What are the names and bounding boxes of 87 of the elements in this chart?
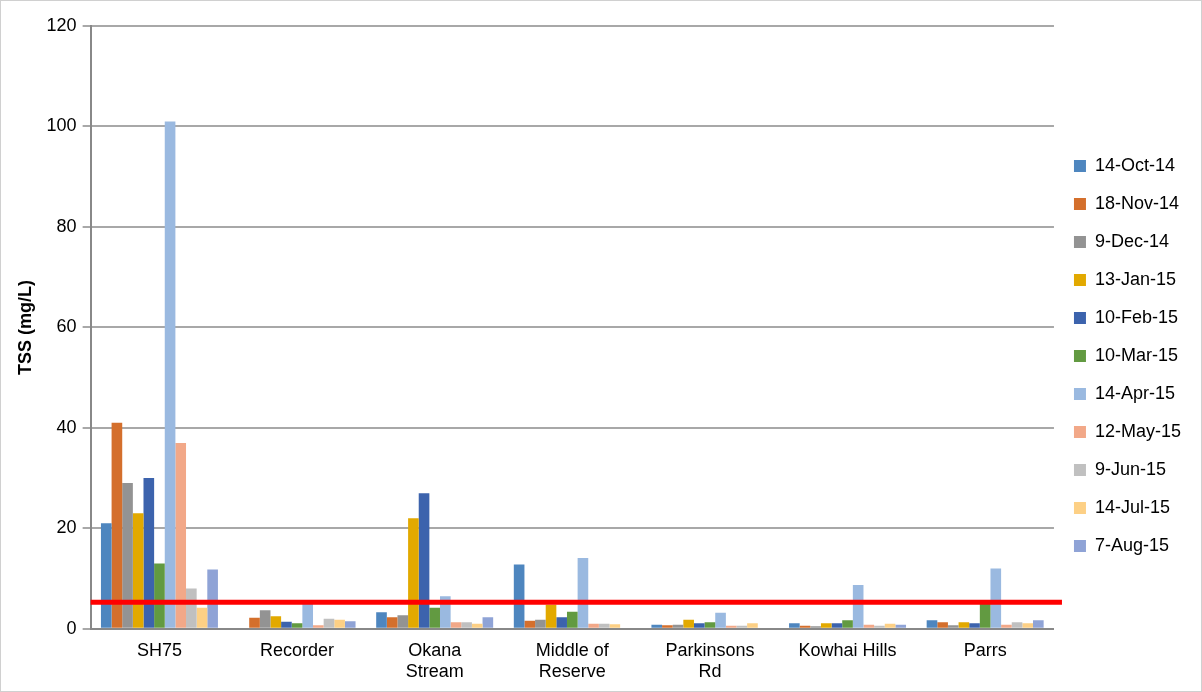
y-tick-label: 40 <box>56 416 77 437</box>
bar <box>842 620 853 628</box>
bar <box>376 612 387 628</box>
legend-label: 13-Jan-15 <box>1094 268 1177 289</box>
y-tick-label: 60 <box>56 316 77 337</box>
bar <box>482 617 494 628</box>
bar <box>100 523 112 628</box>
bar <box>249 617 260 628</box>
bar <box>154 563 165 628</box>
bar <box>1001 624 1012 628</box>
bar <box>471 623 483 628</box>
bar <box>789 623 800 628</box>
y-tick-label: 80 <box>56 215 77 236</box>
bar <box>969 623 980 628</box>
bar <box>693 623 705 628</box>
bar <box>545 604 557 628</box>
bar <box>418 493 430 628</box>
bar <box>1033 620 1044 628</box>
bar <box>143 478 155 628</box>
bar <box>747 623 758 628</box>
bar <box>662 625 673 628</box>
y-tick-label: 120 <box>46 14 77 35</box>
legend-label: 14-Oct-14 <box>1094 154 1176 175</box>
bar <box>704 622 716 628</box>
legend-label: 14-Jul-15 <box>1094 496 1171 517</box>
x-tick-label: Okana Stream <box>405 639 464 682</box>
bar <box>895 624 907 628</box>
bar <box>609 624 621 628</box>
legend-label: 9-Jun-15 <box>1094 458 1167 479</box>
bar <box>736 625 748 628</box>
bar <box>820 623 832 628</box>
bar <box>979 603 991 628</box>
bar <box>926 620 938 628</box>
legend-label: 10-Mar-15 <box>1094 344 1178 365</box>
bar <box>313 625 324 628</box>
legend-label: 7-Aug-15 <box>1094 534 1170 555</box>
legend-label: 14-Apr-15 <box>1094 382 1176 403</box>
bar <box>334 619 345 628</box>
legend-label: 9-Dec-14 <box>1094 230 1169 251</box>
bar <box>874 625 885 628</box>
bar <box>1022 623 1034 628</box>
bar <box>799 625 811 628</box>
y-tick-label: 0 <box>66 617 77 638</box>
bar <box>958 622 970 628</box>
bar <box>270 616 282 628</box>
bar <box>429 607 440 628</box>
bar <box>937 622 948 628</box>
x-tick-label: Recorder <box>260 639 335 660</box>
bar <box>111 422 123 628</box>
bar <box>450 622 462 628</box>
bar <box>725 625 737 628</box>
bar <box>588 623 599 628</box>
bar <box>386 617 398 628</box>
bar <box>831 623 843 628</box>
bar <box>281 621 292 628</box>
bar <box>302 603 314 628</box>
y-tick-label: 20 <box>56 517 77 538</box>
bar <box>175 442 187 628</box>
x-tick-label: Parrs <box>963 639 1007 660</box>
bar <box>408 518 419 628</box>
bar <box>884 623 896 628</box>
bar <box>196 607 208 628</box>
bar <box>291 623 303 628</box>
bar <box>323 618 335 628</box>
bar <box>207 569 218 628</box>
bar <box>651 624 663 628</box>
bar <box>715 612 726 628</box>
x-tick-label: Middle of Reserve <box>535 639 610 682</box>
legend-label: 18-Nov-14 <box>1094 192 1180 213</box>
legend-label: 10-Feb-15 <box>1094 306 1179 327</box>
bar <box>683 619 694 628</box>
bar <box>164 121 176 628</box>
bar <box>461 622 472 628</box>
bar <box>863 624 875 628</box>
x-tick-label: Parkinsons Rd <box>665 639 755 682</box>
bar <box>524 620 536 628</box>
bar <box>566 611 578 628</box>
y-tick-label: 100 <box>46 115 77 136</box>
bar <box>132 513 144 628</box>
y-axis-title: TSS (mg/L) <box>14 279 35 375</box>
bar <box>344 621 356 628</box>
x-tick-label: SH75 <box>136 639 182 660</box>
bar <box>598 623 610 628</box>
bar <box>1011 622 1023 628</box>
bar <box>556 617 567 628</box>
x-tick-label: Kowhai Hills <box>798 639 897 660</box>
legend-label: 12-May-15 <box>1094 420 1182 441</box>
